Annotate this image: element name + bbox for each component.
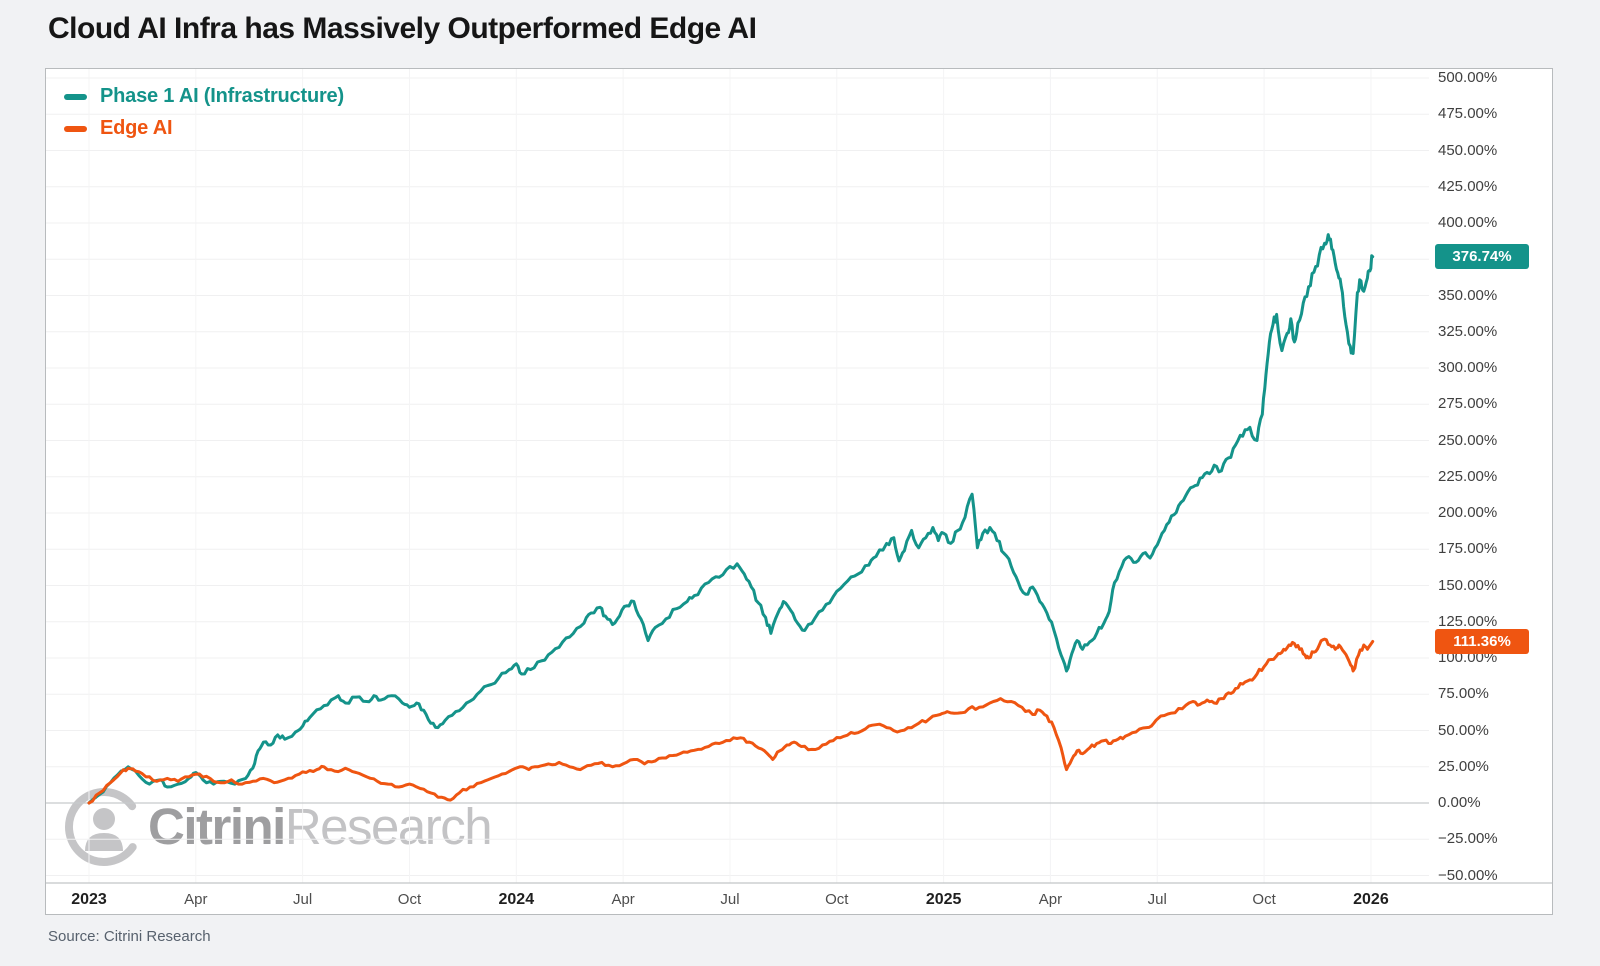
x-axis-tick-label: 2025: [925, 891, 962, 908]
y-axis-label: −25.00%: [1438, 830, 1498, 848]
y-axis-label: 150.00%: [1438, 576, 1498, 594]
chart-container: CitriniResearch Phase 1 AI (Infrastructu…: [45, 68, 1553, 915]
page-title: Cloud AI Infra has Massively Outperforme…: [48, 12, 757, 45]
y-axis-label: 125.00%: [1438, 612, 1498, 630]
y-axis-label: 325.00%: [1438, 322, 1498, 340]
x-axis-tick-label: Apr: [184, 891, 208, 908]
x-axis-tick-label: 2023: [71, 891, 107, 908]
legend: Phase 1 AI (Infrastructure) Edge AI: [64, 85, 344, 149]
y-axis-label: 275.00%: [1438, 395, 1498, 413]
y-axis-label: 250.00%: [1438, 431, 1498, 449]
series-line-phase1-ai: [87, 233, 1375, 805]
y-axis-label: 500.00%: [1438, 69, 1498, 86]
y-axis-label: 175.00%: [1438, 540, 1498, 558]
last-value-badge-phase1: 376.74%: [1435, 243, 1529, 269]
x-axis-tick-label: Oct: [825, 891, 849, 908]
y-axis-label: 225.00%: [1438, 467, 1498, 485]
line-chart: [46, 69, 1552, 884]
legend-label: Edge AI: [100, 117, 173, 139]
source-note: Source: Citrini Research: [48, 928, 211, 945]
y-axis-label: 425.00%: [1438, 177, 1498, 195]
y-axis-label: 200.00%: [1438, 504, 1498, 521]
y-axis-label: 475.00%: [1438, 105, 1498, 123]
y-axis-label: 50.00%: [1438, 721, 1489, 739]
x-axis-tick-label: Apr: [1038, 891, 1063, 908]
legend-item-phase1-ai: Phase 1 AI (Infrastructure): [64, 85, 344, 108]
legend-item-edge-ai: Edge AI: [64, 117, 344, 140]
x-axis-tick-label: Jul: [1147, 891, 1167, 908]
y-axis-label: 25.00%: [1438, 757, 1489, 775]
x-axis-tick-label: Jul: [720, 891, 740, 908]
y-axis-label: 350.00%: [1438, 286, 1498, 304]
y-axis-label: 0.00%: [1438, 794, 1481, 811]
x-axis-tick-label: 2026: [1353, 891, 1389, 908]
series-line-edge-ai: [87, 637, 1375, 805]
x-axis-tick-label: Oct: [1252, 891, 1276, 908]
y-axis-label: 300.00%: [1438, 359, 1498, 376]
x-axis-tick-label: Jul: [293, 891, 313, 908]
legend-dash-icon: [64, 93, 87, 100]
legend-label: Phase 1 AI (Infrastructure): [100, 85, 344, 107]
x-axis-tick-label: Oct: [397, 891, 422, 908]
legend-dash-icon: [64, 125, 87, 132]
y-axis-label: 400.00%: [1438, 214, 1498, 231]
last-value-badge-edge: 111.36%: [1435, 628, 1529, 654]
y-axis-label: 75.00%: [1438, 685, 1489, 703]
y-axis-label: 450.00%: [1438, 141, 1498, 159]
y-axis-label: −50.00%: [1438, 866, 1498, 884]
x-axis-tick-label: Apr: [611, 891, 635, 908]
x-axis-tick-label: 2024: [498, 891, 535, 908]
